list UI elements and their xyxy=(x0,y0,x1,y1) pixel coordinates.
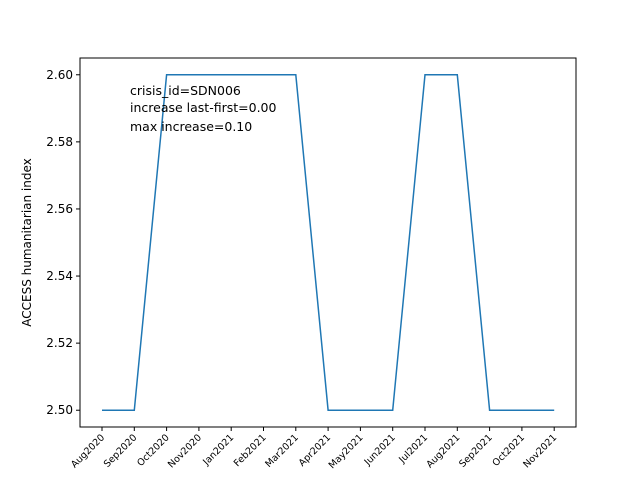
x-tick-label: Nov2021 xyxy=(521,432,559,470)
x-tick-label: Nov2020 xyxy=(166,432,204,470)
x-tick-label: Sep2021 xyxy=(457,432,495,470)
x-tick-label: Sep2020 xyxy=(102,432,140,470)
x-tick-label: Aug2021 xyxy=(424,432,462,470)
x-tick-label: Jan2021 xyxy=(200,432,236,468)
annotation-max-increase: max increase=0.10 xyxy=(130,119,252,134)
y-tick-label: 2.56 xyxy=(46,202,73,216)
x-tick-label: May2021 xyxy=(327,432,366,471)
annotation-increase-last-first: increase last-first=0.00 xyxy=(130,100,276,115)
y-tick-label: 2.54 xyxy=(46,269,73,283)
x-tick-label: Jun2021 xyxy=(362,432,398,468)
y-tick-label: 2.50 xyxy=(46,403,73,417)
y-tick-label: 2.52 xyxy=(46,336,73,350)
y-tick-label: 2.58 xyxy=(46,135,73,149)
x-tick-label: Mar2021 xyxy=(263,432,301,470)
plot-frame xyxy=(79,57,577,428)
x-tick-label: Aug2020 xyxy=(69,432,107,470)
x-axis-ticks: Aug2020Sep2020Oct2020Nov2020Jan2021Feb20… xyxy=(69,427,559,471)
series-line xyxy=(102,74,555,411)
y-axis-ticks: 2.50 2.52 2.54 2.56 2.58 2.60 xyxy=(46,68,80,417)
y-tick-label: 2.60 xyxy=(46,68,73,82)
y-axis-label: ACCESS humanitarian index xyxy=(20,158,34,327)
x-tick-label: Feb2021 xyxy=(232,432,269,469)
annotation-crisis-id: crisis_id=SDN006 xyxy=(130,83,241,98)
